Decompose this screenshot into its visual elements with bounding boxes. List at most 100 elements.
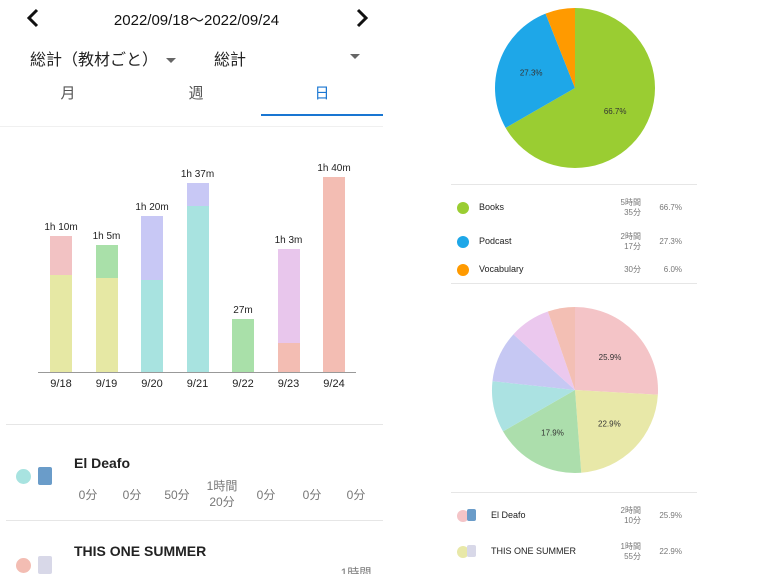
pie-slice <box>492 334 575 390</box>
aggregate-dropdown[interactable]: 総計 <box>214 46 360 70</box>
book-cover-icon <box>467 545 476 557</box>
chevron-left-icon <box>26 8 39 28</box>
bar-segment <box>232 319 254 372</box>
legend-color-dot <box>457 264 469 276</box>
legend-percent: 22.9% <box>659 547 682 556</box>
legend-color-dot <box>457 202 469 214</box>
bar-total-label: 1h 5m <box>92 231 121 243</box>
divider <box>0 126 383 127</box>
pie-slice-label: 17.9% <box>541 429 564 438</box>
divider <box>451 283 697 284</box>
legend-label: Books <box>479 202 505 212</box>
legend-color-dot <box>457 546 469 558</box>
x-tick-label: 9/20 <box>141 378 163 390</box>
x-tick-label: 9/18 <box>50 378 72 390</box>
pie-slice-label: 27.3% <box>520 69 543 78</box>
category-breakdown-panel: 66.7% 27.3% Books 5時間 35分 66.7% Podcast 2時間 17分… <box>383 0 766 574</box>
x-tick-label: 9/22 <box>232 378 254 390</box>
bar-segment <box>95 278 118 372</box>
pie-slice <box>492 381 575 432</box>
aggregate-value: 総計 <box>214 52 247 69</box>
pie-slice <box>575 390 658 473</box>
chart-baseline <box>38 372 356 373</box>
bar-total-label: 1h 10m <box>44 221 78 233</box>
bar-total-label: 1h 3m <box>274 235 303 247</box>
divider <box>451 184 697 185</box>
book-cover-icon <box>467 509 476 521</box>
bar-segment <box>277 342 300 372</box>
book-time-value: 1時間 <box>340 566 372 574</box>
day-time-value: 0分 <box>78 488 98 502</box>
book-color-dot <box>16 469 31 484</box>
pie-slice <box>495 13 575 128</box>
legend-time: 5時間 35分 <box>620 198 641 217</box>
bar-total-label: 1h 40m <box>317 163 351 174</box>
bar-segment <box>323 177 345 372</box>
daily-stats-panel: 2022/09/18〜2022/09/24 総計（教材ごと） 総計 月 週 日 … <box>0 6 383 574</box>
day-time-value: 0分 <box>346 488 366 502</box>
book-pie-chart: 25.9% 22.9% 17.9% <box>492 307 658 473</box>
legend-color-dot <box>457 510 469 522</box>
book-title: THIS ONE SUMMER <box>74 543 207 559</box>
bar-segment <box>186 182 209 207</box>
legend-percent: 27.3% <box>659 237 682 246</box>
day-time-value: 0分 <box>122 488 142 502</box>
legend-label: Vocabulary <box>479 264 524 274</box>
bar-segment <box>50 274 72 372</box>
bar-segment <box>141 216 163 281</box>
bar-segment <box>50 235 72 275</box>
bar-segment <box>141 280 163 372</box>
day-time-value: 1時間 20分 <box>206 479 238 509</box>
pie-slice <box>503 390 582 473</box>
x-tick-label: 9/21 <box>186 378 209 390</box>
prev-week-button[interactable] <box>22 6 46 30</box>
book-cover-icon <box>38 467 52 485</box>
bar-segment <box>95 245 118 279</box>
divider <box>6 424 383 425</box>
tab-month[interactable]: 月 <box>60 85 76 102</box>
legend-time: 30分 <box>624 265 641 274</box>
x-tick-label: 9/19 <box>95 378 118 390</box>
material-scope-dropdown[interactable]: 総計（教材ごと） <box>30 46 177 70</box>
legend-percent: 6.0% <box>663 265 682 274</box>
active-tab-indicator <box>261 114 383 116</box>
pie-slice-label: 66.7% <box>604 107 627 116</box>
tab-week[interactable]: 週 <box>188 85 204 102</box>
date-range-title: 2022/09/18〜2022/09/24 <box>113 12 280 29</box>
pie-slice-label: 22.9% <box>598 420 621 429</box>
pie-slice <box>575 307 658 395</box>
bar-total-label: 1h 20m <box>135 202 169 213</box>
legend-label: Podcast <box>479 236 512 246</box>
bar-segment <box>277 249 300 343</box>
pie-slice <box>505 8 655 168</box>
material-scope-value: 総計（教材ごと） <box>30 52 159 69</box>
book-color-dot <box>16 558 31 573</box>
legend-time: 1時間 55分 <box>620 542 641 561</box>
category-pie-chart: 66.7% 27.3% <box>495 8 655 168</box>
x-tick-label: 9/24 <box>323 378 345 390</box>
pie-slice <box>547 307 575 390</box>
book-cover-icon <box>38 556 52 574</box>
legend-color-dot <box>457 236 469 248</box>
bar-total-label: 1h 37m <box>180 168 215 180</box>
legend-percent: 25.9% <box>659 511 682 520</box>
legend-percent: 66.7% <box>659 203 682 212</box>
pie-slice-label: 25.9% <box>599 353 622 362</box>
legend-time: 2時間 10分 <box>620 506 641 525</box>
day-time-value: 0分 <box>256 488 276 502</box>
legend-label: THIS ONE SUMMER <box>491 546 577 556</box>
book-title: El Deafo <box>74 455 131 471</box>
next-week-button[interactable] <box>349 6 373 30</box>
pie-slice <box>545 8 575 88</box>
bar-total-label: 27m <box>233 305 253 317</box>
caret-down-icon <box>166 58 177 64</box>
day-time-value: 0分 <box>302 488 322 502</box>
legend-label: El Deafo <box>491 510 526 520</box>
chevron-right-icon <box>356 8 369 28</box>
pie-slice <box>513 311 575 390</box>
tab-day[interactable]: 日 <box>314 85 330 102</box>
divider <box>6 520 383 521</box>
legend-time: 2時間 17分 <box>620 232 641 251</box>
caret-down-icon <box>350 54 360 59</box>
bar-segment <box>186 206 209 372</box>
